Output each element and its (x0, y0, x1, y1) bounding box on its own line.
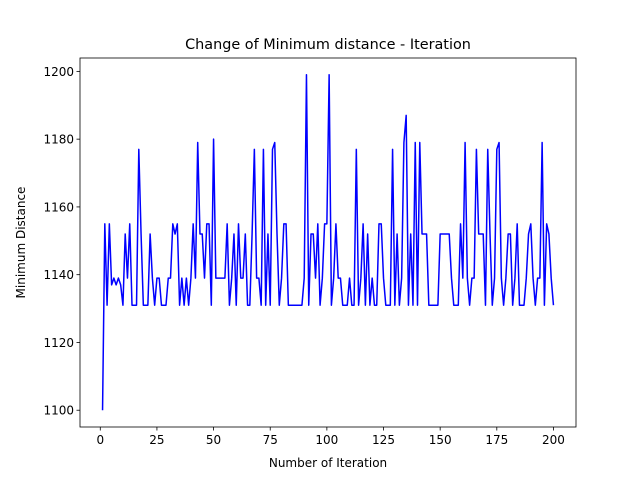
y-axis-label: Minimum Distance (14, 187, 28, 299)
x-tick-label: 0 (96, 433, 104, 447)
x-tick-label: 200 (542, 433, 565, 447)
plot-frame (79, 57, 577, 428)
x-tick-label: 75 (263, 433, 278, 447)
x-tick-label: 150 (429, 433, 452, 447)
data-line (101, 74, 555, 411)
y-tick-label: 1140 (43, 268, 74, 282)
x-axis-label: Number of Iteration (269, 456, 387, 470)
y-tick-label: 1120 (43, 336, 74, 350)
x-tick-label: 100 (315, 433, 338, 447)
x-tick-label: 25 (149, 433, 164, 447)
y-tick-label: 1160 (43, 200, 74, 214)
y-tick-label: 1200 (43, 65, 74, 79)
x-tick-label: 50 (206, 433, 221, 447)
x-tick-label: 175 (485, 433, 508, 447)
x-tick-label: 125 (372, 433, 395, 447)
chart-title: Change of Minimum distance - Iteration (185, 37, 471, 53)
y-tick-label: 1100 (43, 404, 74, 418)
y-tick-label: 1180 (43, 133, 74, 147)
